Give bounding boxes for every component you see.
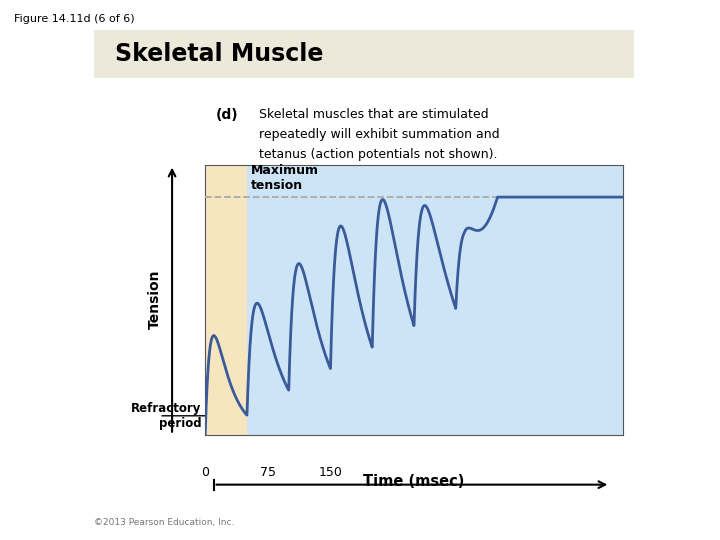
Text: ▲: ▲ (0, 539, 1, 540)
Text: Figure 14.11d (6 of 6): Figure 14.11d (6 of 6) (14, 14, 135, 24)
Text: tetanus (action potentials not shown).: tetanus (action potentials not shown). (259, 148, 498, 161)
Text: Maximum
tension: Maximum tension (251, 164, 319, 192)
Text: Tension: Tension (148, 270, 162, 329)
Text: Refractory
period: Refractory period (131, 402, 202, 430)
Text: ▲: ▲ (0, 539, 1, 540)
Text: ▲: ▲ (0, 539, 1, 540)
Bar (205, 165, 247, 435)
Text: ©2013 Pearson Education, Inc.: ©2013 Pearson Education, Inc. (94, 517, 234, 526)
Text: ▲: ▲ (0, 539, 1, 540)
Text: Time (msec): Time (msec) (364, 474, 464, 489)
Text: ▲: ▲ (0, 539, 1, 540)
Text: ▲: ▲ (0, 539, 1, 540)
Text: repeatedly will exhibit summation and: repeatedly will exhibit summation and (259, 128, 500, 141)
Text: Skeletal muscles that are stimulated: Skeletal muscles that are stimulated (259, 108, 489, 121)
Text: 75: 75 (260, 465, 276, 479)
Text: ▲: ▲ (0, 539, 1, 540)
Text: ▲: ▲ (0, 539, 1, 540)
Text: (d): (d) (216, 108, 238, 122)
Text: 0: 0 (201, 465, 210, 479)
Text: ▲: ▲ (0, 539, 1, 540)
Text: ▲: ▲ (0, 539, 1, 540)
Text: 150: 150 (318, 465, 343, 479)
Text: Skeletal Muscle: Skeletal Muscle (115, 42, 323, 66)
